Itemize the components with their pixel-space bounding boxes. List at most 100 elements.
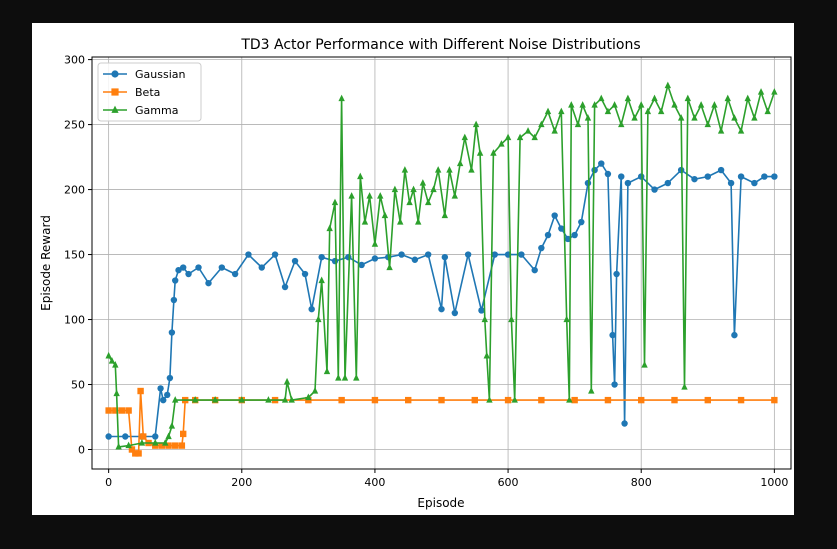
gamma-point [311, 387, 319, 394]
gamma-point [751, 114, 758, 121]
gaussian-point [218, 264, 226, 271]
gaussian-point [281, 283, 289, 291]
gamma-point [318, 276, 325, 284]
x-ticks: 0 200 400 600 800 1000 [105, 469, 788, 489]
x-tick-label: 400 [364, 476, 385, 489]
gamma-point [424, 198, 432, 206]
gamma-point [211, 396, 219, 403]
gamma-point [371, 240, 379, 247]
gamma-point [410, 185, 417, 193]
beta-point [140, 433, 147, 440]
beta-point [737, 396, 745, 404]
gamma-point [472, 120, 480, 128]
gaussian-point [424, 251, 432, 258]
beta-point [638, 396, 645, 404]
beta-point [180, 430, 187, 438]
beta-point [371, 396, 379, 404]
gamma-point [511, 396, 518, 403]
legend-box [97, 62, 202, 122]
gamma-point [341, 374, 349, 381]
gamma-point [377, 192, 384, 199]
gaussian-point [411, 256, 419, 263]
gamma-point [717, 127, 725, 134]
legend: Gaussian Beta Gamma [97, 62, 202, 122]
gamma-point [315, 315, 322, 323]
legend-label-gaussian: Gaussian [135, 68, 185, 81]
beta-point [112, 407, 119, 414]
beta-point [438, 396, 445, 404]
x-tick-label: 0 [105, 476, 112, 489]
gamma-point [446, 166, 453, 173]
gamma-point [568, 101, 575, 108]
gamma-point [366, 192, 373, 199]
gaussian-point [558, 225, 565, 232]
gaussian-point [358, 261, 365, 269]
gamma-point [483, 351, 490, 359]
gaussian-point [291, 257, 299, 265]
gaussian-point [737, 173, 745, 180]
gamma-line [107, 84, 776, 448]
gamma-point [265, 396, 272, 403]
gamma-point [105, 351, 112, 359]
gamma-point [441, 211, 449, 219]
legend-marker-beta [111, 88, 119, 96]
gamma-point [401, 166, 409, 173]
chart-title: TD3 Actor Performance with Different Noi… [240, 37, 640, 53]
gamma-point [419, 179, 427, 186]
gaussian-point [624, 179, 632, 187]
gamma-point [757, 88, 765, 95]
y-tick-label: 100 [64, 314, 85, 327]
gamma-point [386, 263, 393, 271]
gamma-point [281, 396, 289, 403]
beta-point [152, 442, 159, 449]
gaussian-point [771, 173, 778, 180]
gamma-point [430, 185, 437, 193]
legend-marker-gamma [111, 105, 119, 113]
gamma-point [238, 396, 245, 403]
gaussian-point [717, 166, 725, 174]
gamma-point [544, 107, 552, 115]
gamma-point [331, 198, 339, 206]
gamma-point [165, 432, 172, 440]
gamma-point [711, 101, 718, 108]
gamma-point [486, 396, 493, 403]
beta-point [128, 446, 136, 453]
gaussian-point [609, 331, 616, 339]
gaussian-point [122, 433, 129, 440]
gamma-point [671, 101, 678, 108]
beta-point [305, 396, 312, 404]
gaussian-point [318, 253, 325, 261]
gamma-point [113, 389, 120, 397]
gaussian-point [727, 179, 735, 187]
gamma-point [508, 315, 515, 323]
beta-point [504, 396, 512, 404]
gaussian-point [345, 253, 352, 261]
gamma-point [115, 442, 122, 450]
gamma-point [108, 357, 116, 364]
gamma-point [451, 192, 459, 199]
y-axis-label: Episode Reward [39, 215, 53, 311]
gamma-point [353, 374, 360, 381]
gaussian-point [598, 160, 605, 167]
gamma-point [737, 127, 745, 134]
series-gamma [105, 81, 778, 450]
gamma-point [490, 149, 497, 156]
gaussian-point [544, 231, 552, 239]
beta-point [471, 396, 478, 404]
gaussian-point [231, 270, 239, 278]
gamma-point [574, 120, 582, 128]
gaussian-point [398, 251, 405, 258]
beta-point [132, 450, 139, 457]
gamma-point [584, 114, 592, 121]
gamma-point [348, 192, 355, 199]
gamma-point [191, 396, 199, 403]
gaussian-point [613, 270, 620, 278]
gamma-point [361, 218, 369, 225]
legend-marker-gaussian [111, 70, 119, 78]
y-tick-label: 300 [64, 54, 85, 67]
gamma-point [591, 101, 598, 108]
gamma-point [461, 133, 468, 141]
beta-point [604, 396, 612, 404]
gamma-point [323, 367, 331, 375]
